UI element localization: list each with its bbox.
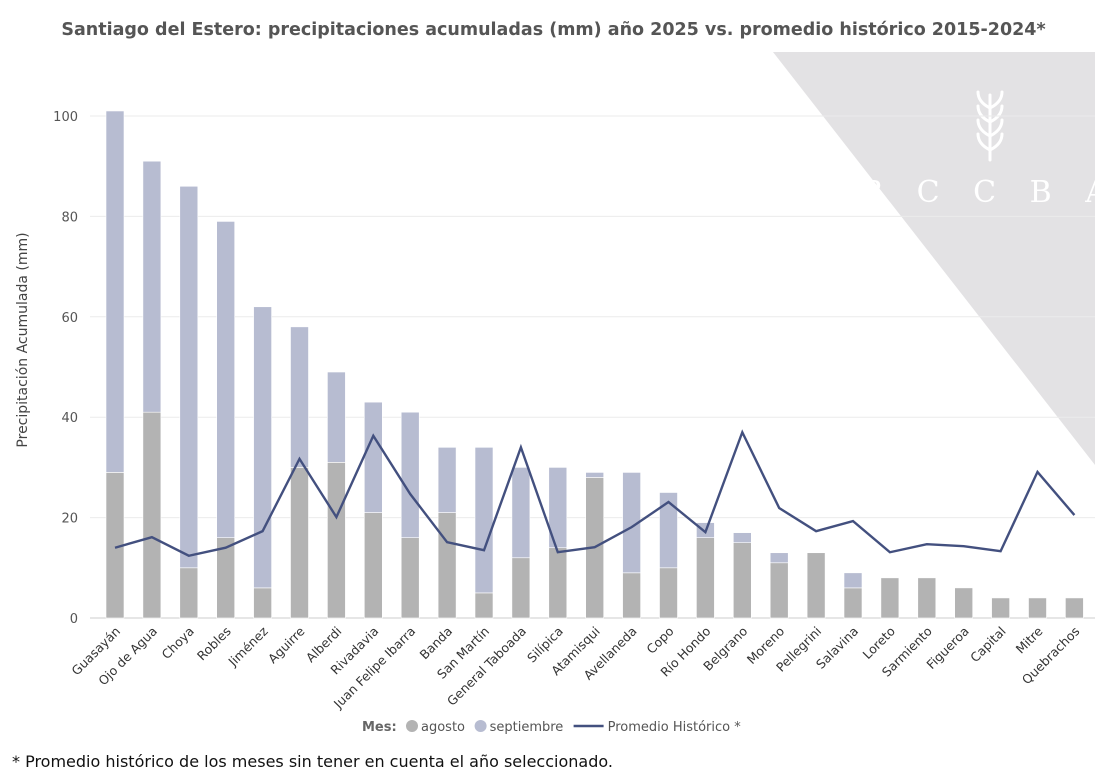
legend: Mes: agosto septiembre Promedio Histórico *: [362, 720, 741, 735]
bar-agosto: [179, 567, 199, 619]
legend-marker: [474, 720, 487, 732]
bar-septiembre: [253, 306, 272, 589]
bar-agosto: [142, 411, 162, 619]
bar-agosto: [769, 562, 789, 619]
bar-agosto: [843, 587, 863, 619]
bar-agosto: [327, 462, 346, 619]
watermark-triangle: [773, 52, 1095, 465]
y-tick-label: 100: [53, 110, 78, 125]
bar-agosto: [880, 577, 900, 619]
line-promedio-historico: [114, 429, 1076, 558]
bar-agosto: [1065, 597, 1084, 619]
chart-title: Santiago del Estero: precipitaciones acu…: [61, 20, 1046, 40]
legend-label: septiembre: [490, 720, 564, 735]
legend-label: agosto: [421, 720, 465, 735]
bar-septiembre: [142, 160, 162, 413]
wheat-leaf: [976, 132, 992, 152]
bar-septiembre: [363, 401, 383, 513]
wheat-leaf: [988, 132, 1004, 152]
x-tick-label: Capital: [967, 624, 1009, 666]
bar-septiembre: [659, 492, 678, 569]
footnote: * Promedio histórico de los meses sin te…: [12, 752, 613, 771]
bar-agosto: [696, 537, 715, 619]
bar-septiembre: [732, 532, 752, 543]
x-tick-label: Mitre: [1013, 623, 1046, 656]
bar-agosto: [732, 542, 752, 619]
x-tick-label: Jiménez: [225, 623, 271, 669]
bar-septiembre: [843, 572, 863, 589]
bar-septiembre: [400, 411, 420, 538]
bar-agosto: [1028, 597, 1047, 619]
x-tick-label: Choya: [158, 624, 196, 662]
wheat-leaf: [988, 118, 1004, 138]
bar-agosto: [511, 557, 531, 619]
bar-agosto: [991, 597, 1010, 619]
y-tick-label: 20: [61, 512, 78, 527]
wheat-icon: [976, 90, 1004, 162]
bar-agosto: [363, 512, 383, 619]
bar-agosto: [253, 587, 272, 619]
y-axis-label: Precipitación Acumulada (mm): [15, 232, 31, 447]
bar-septiembre: [327, 371, 346, 463]
y-tick-label: 60: [61, 311, 78, 326]
bar-septiembre: [105, 110, 125, 473]
bar-septiembre: [179, 185, 199, 569]
bar-agosto: [917, 577, 937, 619]
legend-title: Mes:: [362, 720, 397, 735]
bar-septiembre: [511, 467, 531, 559]
y-tick-label: 40: [61, 411, 78, 426]
bar-agosto: [954, 587, 974, 619]
bar-septiembre: [585, 472, 605, 478]
bar-agosto: [290, 467, 309, 619]
bar-septiembre: [622, 472, 641, 574]
bar-septiembre: [437, 447, 457, 513]
bar-agosto: [400, 537, 420, 619]
bar-septiembre: [216, 221, 235, 538]
wheat-leaf: [988, 90, 1004, 110]
bar-agosto: [437, 512, 457, 619]
watermark-text: B C C B A: [861, 175, 1107, 210]
bar-agosto: [474, 592, 494, 619]
bar-agosto: [806, 552, 826, 619]
legend-marker: [406, 720, 418, 732]
y-tick-label: 0: [70, 612, 78, 627]
wheat-leaf: [976, 104, 992, 124]
x-tick-label: Aguirre: [265, 623, 308, 666]
bar-septiembre: [474, 447, 494, 594]
bar-septiembre: [548, 467, 568, 549]
x-tick-label: Copo: [643, 624, 676, 657]
y-tick-label: 80: [61, 210, 78, 225]
legend-label: Promedio Histórico *: [608, 720, 742, 735]
bar-agosto: [548, 547, 568, 619]
bar-agosto: [622, 572, 641, 619]
wheat-leaf: [988, 104, 1004, 124]
wheat-leaf: [976, 118, 992, 138]
bar-agosto: [659, 567, 678, 619]
wheat-leaf: [976, 90, 992, 110]
bar-septiembre: [769, 552, 789, 564]
bar-septiembre: [290, 326, 309, 468]
